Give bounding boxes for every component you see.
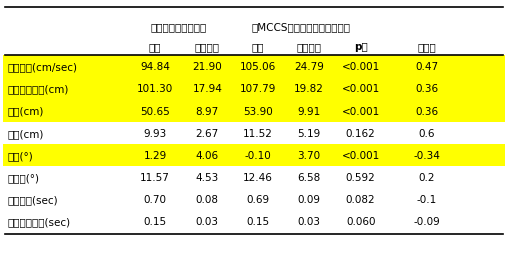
Text: 0.2: 0.2 <box>419 172 435 182</box>
Text: 標準偏差: 標準偏差 <box>296 42 322 52</box>
Text: -0.09: -0.09 <box>414 217 440 227</box>
Text: 53.90: 53.90 <box>243 106 273 116</box>
Text: 「MCCS」搭載シューズ装着時: 「MCCS」搭載シューズ装着時 <box>251 22 350 32</box>
Text: 6.58: 6.58 <box>297 172 321 182</box>
Text: -0.10: -0.10 <box>245 150 271 160</box>
Text: 4.06: 4.06 <box>196 150 219 160</box>
Text: 0.060: 0.060 <box>346 217 375 227</box>
Bar <box>3 144 505 166</box>
Text: 標準偏差: 標準偏差 <box>195 42 220 52</box>
Text: 0.15: 0.15 <box>246 217 270 227</box>
Text: 2.67: 2.67 <box>196 128 219 138</box>
Text: 21.90: 21.90 <box>193 62 222 72</box>
Text: 0.69: 0.69 <box>246 195 270 204</box>
Text: 107.79: 107.79 <box>240 84 276 94</box>
Text: 平均: 平均 <box>252 42 264 52</box>
Text: 0.03: 0.03 <box>196 217 219 227</box>
Text: 0.03: 0.03 <box>297 217 321 227</box>
Text: 効果量: 効果量 <box>418 42 436 52</box>
Text: 歩行速度(cm/sec): 歩行速度(cm/sec) <box>8 62 78 72</box>
Text: p値: p値 <box>354 42 368 52</box>
Text: 5.19: 5.19 <box>297 128 321 138</box>
Text: 0.36: 0.36 <box>415 106 438 116</box>
Text: 0.09: 0.09 <box>297 195 321 204</box>
Text: 0.47: 0.47 <box>415 62 438 72</box>
Text: 0.162: 0.162 <box>346 128 375 138</box>
Text: 17.94: 17.94 <box>193 84 222 94</box>
Text: 0.592: 0.592 <box>346 172 375 182</box>
Text: 0.08: 0.08 <box>196 195 219 204</box>
Text: 0.082: 0.082 <box>346 195 375 204</box>
Text: 24.79: 24.79 <box>294 62 324 72</box>
Text: 0.6: 0.6 <box>419 128 435 138</box>
Text: 4.53: 4.53 <box>196 172 219 182</box>
Text: 9.93: 9.93 <box>143 128 167 138</box>
Text: -0.1: -0.1 <box>417 195 437 204</box>
Text: 9.91: 9.91 <box>297 106 321 116</box>
Text: 11.57: 11.57 <box>140 172 170 182</box>
Text: <0.001: <0.001 <box>341 106 380 116</box>
Text: 両脚支持時間(sec): 両脚支持時間(sec) <box>8 217 71 227</box>
Text: 足角(°): 足角(°) <box>8 150 34 160</box>
Text: 歩隔(cm): 歩隔(cm) <box>8 128 44 138</box>
Text: 101.30: 101.30 <box>137 84 173 94</box>
Text: 8.97: 8.97 <box>196 106 219 116</box>
Text: 平均: 平均 <box>149 42 161 52</box>
Text: 12.46: 12.46 <box>243 172 273 182</box>
Bar <box>3 100 505 122</box>
Text: -0.34: -0.34 <box>414 150 440 160</box>
Text: 歩行角(°): 歩行角(°) <box>8 172 40 182</box>
Bar <box>3 56 505 78</box>
Bar <box>3 78 505 100</box>
Text: <0.001: <0.001 <box>341 84 380 94</box>
Text: 3.70: 3.70 <box>297 150 321 160</box>
Text: 50.65: 50.65 <box>140 106 170 116</box>
Text: ストライド長(cm): ストライド長(cm) <box>8 84 69 94</box>
Text: 105.06: 105.06 <box>240 62 276 72</box>
Text: 1.29: 1.29 <box>143 150 167 160</box>
Text: <0.001: <0.001 <box>341 150 380 160</box>
Text: 11.52: 11.52 <box>243 128 273 138</box>
Text: 19.82: 19.82 <box>294 84 324 94</box>
Text: 94.84: 94.84 <box>140 62 170 72</box>
Text: <0.001: <0.001 <box>341 62 380 72</box>
Text: 立脚時間(sec): 立脚時間(sec) <box>8 195 58 204</box>
Text: 0.70: 0.70 <box>143 195 167 204</box>
Text: 一般シューズ装着時: 一般シューズ装着時 <box>151 22 207 32</box>
Text: 歩幅(cm): 歩幅(cm) <box>8 106 44 116</box>
Text: 0.15: 0.15 <box>143 217 167 227</box>
Text: 0.36: 0.36 <box>415 84 438 94</box>
